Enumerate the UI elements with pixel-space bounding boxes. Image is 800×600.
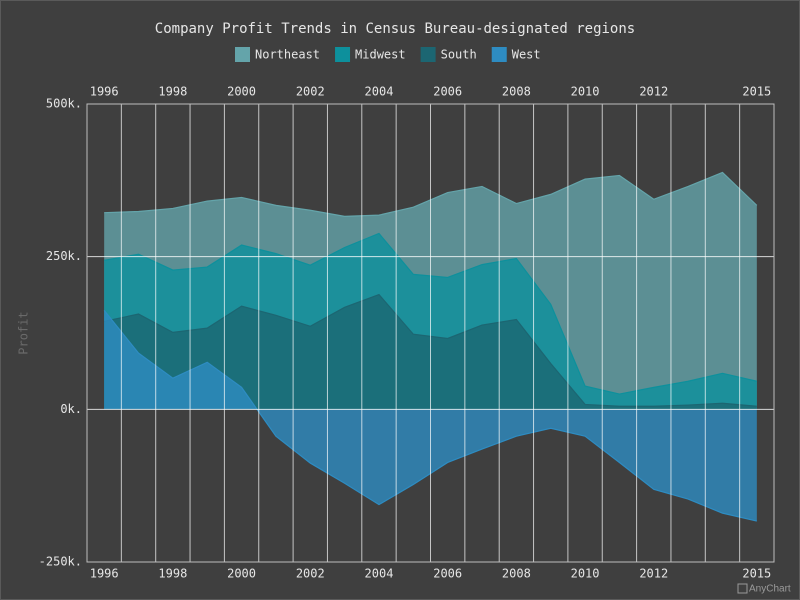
- credit-icon: [737, 583, 748, 594]
- x-tick-label: 1998: [158, 567, 187, 581]
- chart-title: Company Profit Trends in Census Bureau-d…: [155, 21, 635, 37]
- x-tick-label: 2010: [571, 85, 600, 99]
- x-tick-label: 2002: [296, 85, 325, 99]
- x-tick-label: 2012: [639, 567, 668, 581]
- legend-swatch: [491, 47, 507, 62]
- x-tick-label: 2008: [502, 567, 531, 581]
- x-tick-label: 2006: [433, 85, 462, 99]
- legend-label: South: [441, 48, 477, 62]
- y-tick-label: 500k.: [46, 97, 82, 111]
- legend-label: Northeast: [255, 48, 320, 62]
- legend-swatch: [335, 47, 351, 62]
- x-tick-label: 2004: [365, 85, 394, 99]
- x-tick-label: 2012: [639, 85, 668, 99]
- x-tick-label: 1996: [90, 567, 119, 581]
- credit: AnyChart: [749, 584, 791, 595]
- x-tick-label: 2006: [433, 567, 462, 581]
- x-tick-label: 2000: [227, 85, 256, 99]
- x-tick-label: 2004: [365, 567, 394, 581]
- legend-label: Midwest: [355, 48, 406, 62]
- y-tick-label: 250k.: [46, 249, 82, 263]
- x-tick-label: 2002: [296, 567, 325, 581]
- legend-swatch: [420, 47, 436, 62]
- legend-label: West: [512, 48, 541, 62]
- plot-border: [86, 103, 775, 563]
- x-tick-label: 1998: [158, 85, 187, 99]
- x-tick-label: 2008: [502, 85, 531, 99]
- legend-swatch: [235, 47, 250, 62]
- x-tick-label: 1996: [90, 85, 119, 99]
- y-axis-title: Profit: [17, 311, 31, 354]
- x-tick-label: 2015: [742, 567, 771, 581]
- y-tick-label: -250k.: [39, 555, 82, 569]
- x-tick-label: 2010: [571, 567, 600, 581]
- x-tick-label: 2000: [227, 567, 256, 581]
- y-tick-label: 0k.: [60, 402, 82, 416]
- x-tick-label: 2015: [742, 85, 771, 99]
